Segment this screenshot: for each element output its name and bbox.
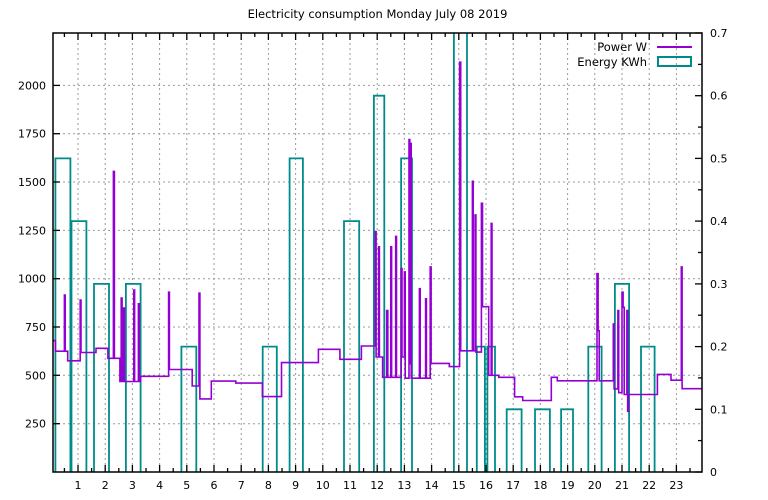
energy-box-sample-icon bbox=[657, 56, 692, 67]
energy-bar bbox=[180, 345, 198, 472]
energy-bar bbox=[560, 408, 574, 472]
svg-text:0.2: 0.2 bbox=[710, 341, 728, 354]
energy-bar bbox=[640, 345, 656, 472]
svg-text:21: 21 bbox=[615, 479, 629, 492]
svg-text:12: 12 bbox=[370, 479, 384, 492]
legend: Power W Energy KWh bbox=[546, 39, 692, 69]
svg-text:14: 14 bbox=[425, 479, 439, 492]
y-left-axis-labels: 250 500 750 1000 1250 1500 1750 2000 bbox=[18, 79, 46, 430]
x-axis-labels: 1 2 3 4 5 6 7 8 9 10 11 12 13 14 15 16 17 18 19 20 21 22 23 bbox=[75, 479, 684, 492]
svg-text:0.1: 0.1 bbox=[710, 403, 728, 416]
energy-bar bbox=[475, 345, 486, 472]
energy-bar bbox=[373, 94, 386, 472]
svg-text:22: 22 bbox=[642, 479, 656, 492]
svg-text:9: 9 bbox=[292, 479, 299, 492]
svg-text:4: 4 bbox=[156, 479, 163, 492]
svg-text:0.4: 0.4 bbox=[710, 215, 728, 228]
svg-text:15: 15 bbox=[452, 479, 466, 492]
energy-bar bbox=[505, 408, 523, 472]
svg-text:250: 250 bbox=[25, 418, 46, 431]
svg-text:2000: 2000 bbox=[18, 79, 46, 92]
grid-lines bbox=[53, 33, 702, 472]
svg-text:1250: 1250 bbox=[18, 224, 46, 237]
energy-bar bbox=[70, 220, 88, 472]
energy-bar bbox=[288, 157, 304, 472]
svg-text:0.3: 0.3 bbox=[710, 278, 728, 291]
energy-bar bbox=[343, 220, 361, 472]
svg-text:3: 3 bbox=[129, 479, 136, 492]
svg-text:0.7: 0.7 bbox=[710, 27, 728, 40]
chart-title: Electricity consumption Monday July 08 2… bbox=[247, 7, 508, 21]
energy-bar bbox=[614, 283, 630, 472]
svg-text:7: 7 bbox=[238, 479, 245, 492]
power-line-sample-icon bbox=[657, 45, 692, 48]
energy-bar bbox=[587, 345, 603, 472]
svg-text:1500: 1500 bbox=[18, 176, 46, 189]
energy-bar bbox=[261, 345, 278, 472]
svg-text:18: 18 bbox=[533, 479, 547, 492]
energy-bar bbox=[93, 283, 110, 472]
legend-item-power: Power W bbox=[546, 39, 692, 54]
svg-text:0.6: 0.6 bbox=[710, 90, 728, 103]
svg-text:20: 20 bbox=[588, 479, 602, 492]
legend-item-energy: Energy KWh bbox=[546, 54, 692, 69]
svg-text:11: 11 bbox=[343, 479, 357, 492]
legend-label-power: Power W bbox=[597, 39, 647, 54]
power-line bbox=[53, 61, 702, 413]
svg-text:1: 1 bbox=[75, 479, 82, 492]
energy-bars bbox=[54, 33, 656, 472]
svg-text:8: 8 bbox=[265, 479, 272, 492]
svg-text:750: 750 bbox=[25, 321, 46, 334]
svg-text:5: 5 bbox=[183, 479, 190, 492]
svg-text:500: 500 bbox=[25, 369, 46, 382]
svg-text:1750: 1750 bbox=[18, 128, 46, 141]
svg-text:17: 17 bbox=[506, 479, 520, 492]
energy-bar bbox=[453, 33, 468, 472]
svg-text:23: 23 bbox=[669, 479, 683, 492]
energy-bar bbox=[534, 408, 551, 472]
svg-text:13: 13 bbox=[397, 479, 411, 492]
svg-text:0: 0 bbox=[710, 466, 717, 479]
svg-text:10: 10 bbox=[316, 479, 330, 492]
svg-text:16: 16 bbox=[479, 479, 493, 492]
y-right-axis-labels: 0 0.1 0.2 0.3 0.4 0.5 0.6 0.7 bbox=[710, 27, 728, 479]
svg-text:19: 19 bbox=[561, 479, 575, 492]
svg-text:6: 6 bbox=[211, 479, 218, 492]
svg-text:1000: 1000 bbox=[18, 273, 46, 286]
legend-label-energy: Energy KWh bbox=[577, 54, 647, 69]
svg-text:2: 2 bbox=[102, 479, 109, 492]
svg-text:0.5: 0.5 bbox=[710, 152, 728, 165]
axis-ticks bbox=[53, 32, 702, 473]
energy-bar bbox=[54, 157, 72, 472]
